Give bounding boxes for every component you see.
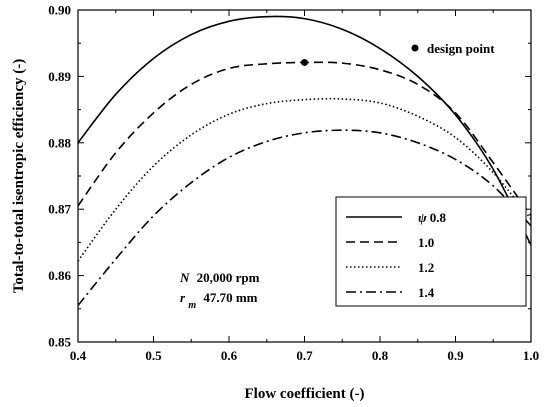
radius-symbol: r — [180, 290, 186, 305]
y-tick-label: 0.88 — [48, 135, 71, 150]
y-axis-title: Total-to-total isentropic efficiency (-) — [11, 59, 27, 294]
series-line-1-0 — [78, 61, 531, 217]
legend-label: 1.4 — [418, 285, 435, 300]
y-tick-label: 0.85 — [48, 335, 71, 350]
design-point-marker — [301, 58, 308, 66]
speed-symbol: N — [179, 270, 190, 285]
x-axis-title: Flow coefficient (-) — [245, 386, 365, 402]
x-tick-label: 0.5 — [145, 348, 162, 363]
radius-annotation: r m 47.70 mm — [180, 290, 258, 311]
y-tick-label: 0.90 — [48, 3, 71, 18]
design-point-legend-marker — [411, 44, 419, 52]
x-tick-label: 0.6 — [221, 348, 238, 363]
y-ticks: 0.85 0.86 0.87 0.88 0.89 0.90 — [48, 3, 531, 350]
speed-annotation: N 20,000 rpm — [179, 270, 260, 285]
series-line-1-4 — [78, 129, 531, 306]
x-tick-label: 0.7 — [296, 348, 313, 363]
series-line-0-8 — [78, 15, 531, 246]
x-tick-label: 0.4 — [70, 348, 87, 363]
legend-label: 1.2 — [418, 260, 434, 275]
legend-box — [335, 196, 527, 307]
y-tick-label: 0.89 — [48, 69, 71, 84]
y-tick-label: 0.86 — [48, 268, 71, 283]
x-tick-label: 0.8 — [372, 348, 389, 363]
legend: ψ 0.8 1.0 1.2 1.4 — [335, 196, 527, 307]
x-tick-label: 1.0 — [523, 348, 539, 363]
speed-value: 20,000 rpm — [197, 270, 260, 285]
marker-layer — [301, 58, 308, 66]
radius-value: 47.70 mm — [203, 290, 257, 305]
x-tick-label: 0.9 — [447, 348, 464, 363]
legend-label: ψ 0.8 — [418, 210, 446, 225]
x-ticks: 0.4 0.5 0.6 0.7 0.8 0.9 1.0 — [70, 10, 539, 363]
legend-psi-symbol: ψ — [418, 210, 427, 225]
y-tick-label: 0.87 — [48, 202, 71, 217]
radius-subscript: m — [188, 300, 196, 311]
design-point-legend-label: design point — [427, 41, 495, 56]
series-line-1-2 — [78, 97, 531, 262]
legend-label: 1.0 — [418, 235, 434, 250]
